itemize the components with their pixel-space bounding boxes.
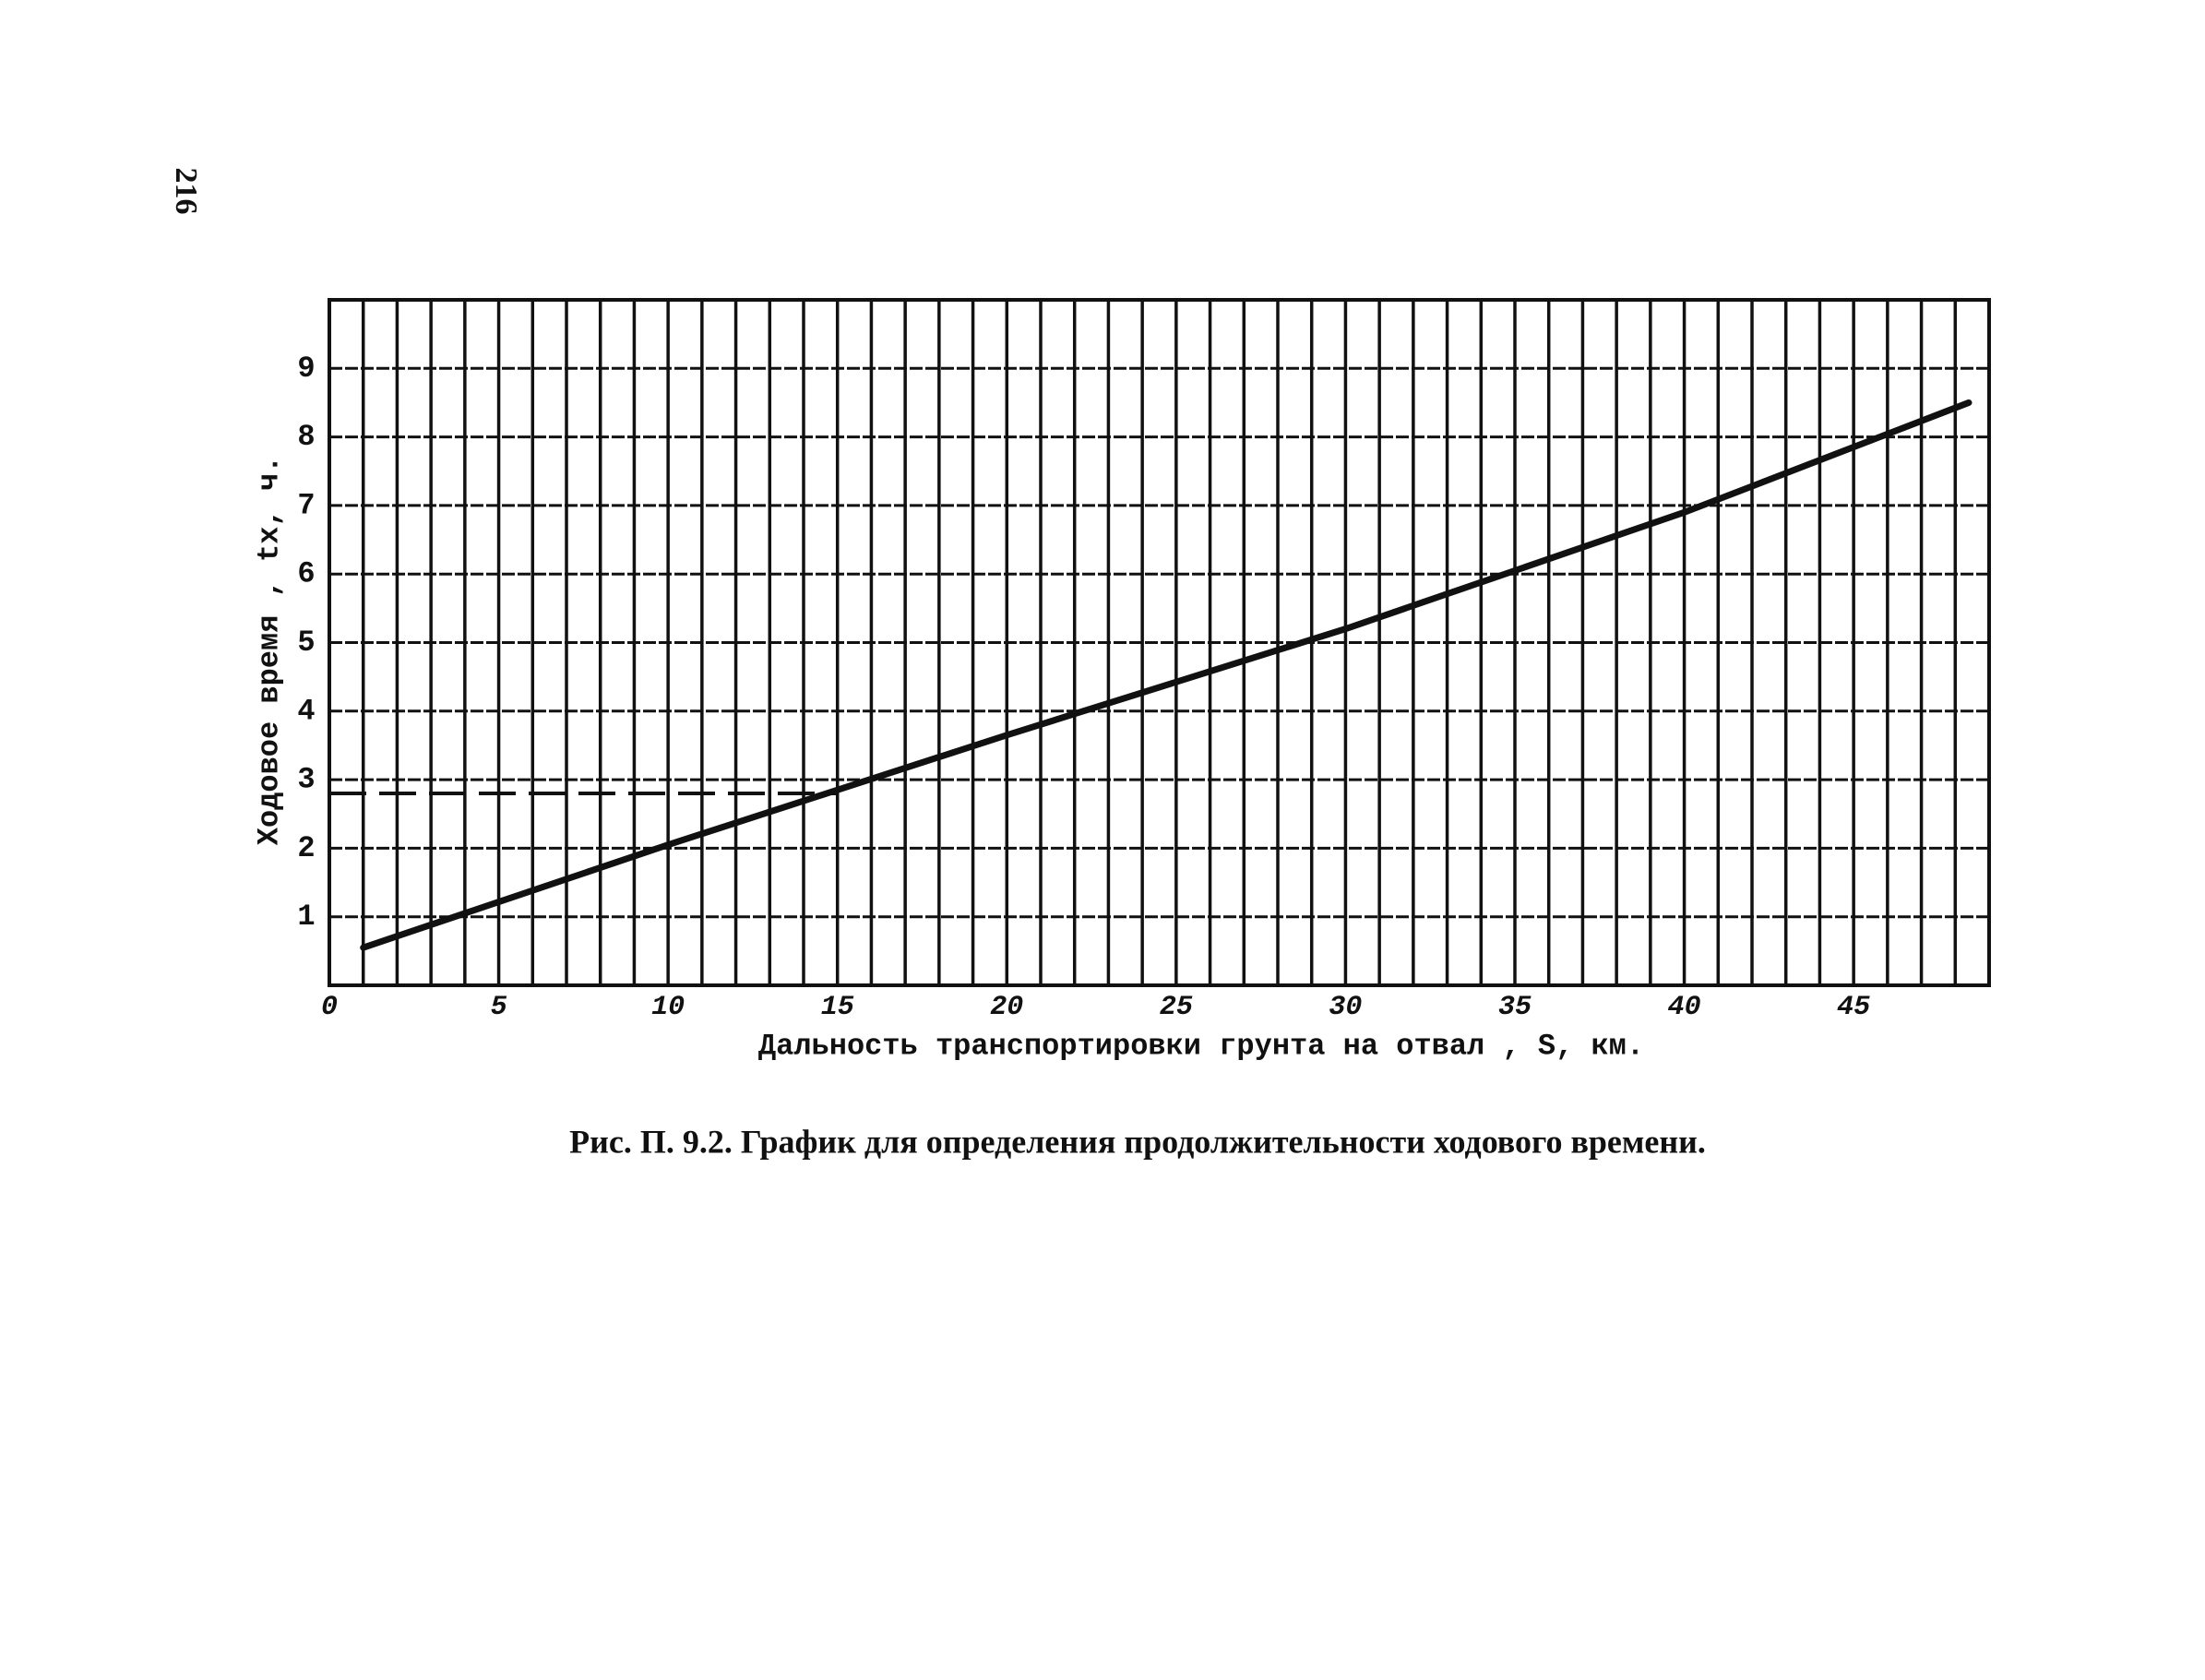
y-tick-label: 1 [297,900,315,934]
y-tick-label: 5 [297,626,315,660]
y-tick-label: 6 [297,557,315,591]
y-tick-label: 3 [297,763,315,797]
x-tick-label: 35 [1498,992,1532,1023]
x-tick-label: 45 [1837,992,1870,1023]
x-tick-label: 40 [1668,992,1701,1023]
data-line [360,399,1973,951]
x-tick-label: 20 [990,992,1023,1023]
x-tick-label: 15 [821,992,854,1023]
x-tick-label: 25 [1160,992,1193,1023]
y-tick-label: 4 [297,694,315,728]
x-axis-label: Дальность транспортировки грунта на отва… [758,1029,1644,1063]
y-tick-label: 2 [297,831,315,865]
x-tick-label: 30 [1329,992,1362,1023]
x-tick-label: 0 [321,992,338,1023]
y-tick-label: 7 [297,488,315,522]
y-axis-label: Ходовое время , tх, ч. [252,456,286,845]
plot-frame [328,298,1991,987]
caption: Рис. П. 9.2. График для определения прод… [569,1123,1706,1160]
x-tick-label: 10 [651,992,685,1023]
x-tick-label: 5 [491,992,507,1023]
y-tick-label: 9 [297,351,315,386]
page-number: 216 [169,168,203,215]
y-tick-label: 8 [297,420,315,454]
